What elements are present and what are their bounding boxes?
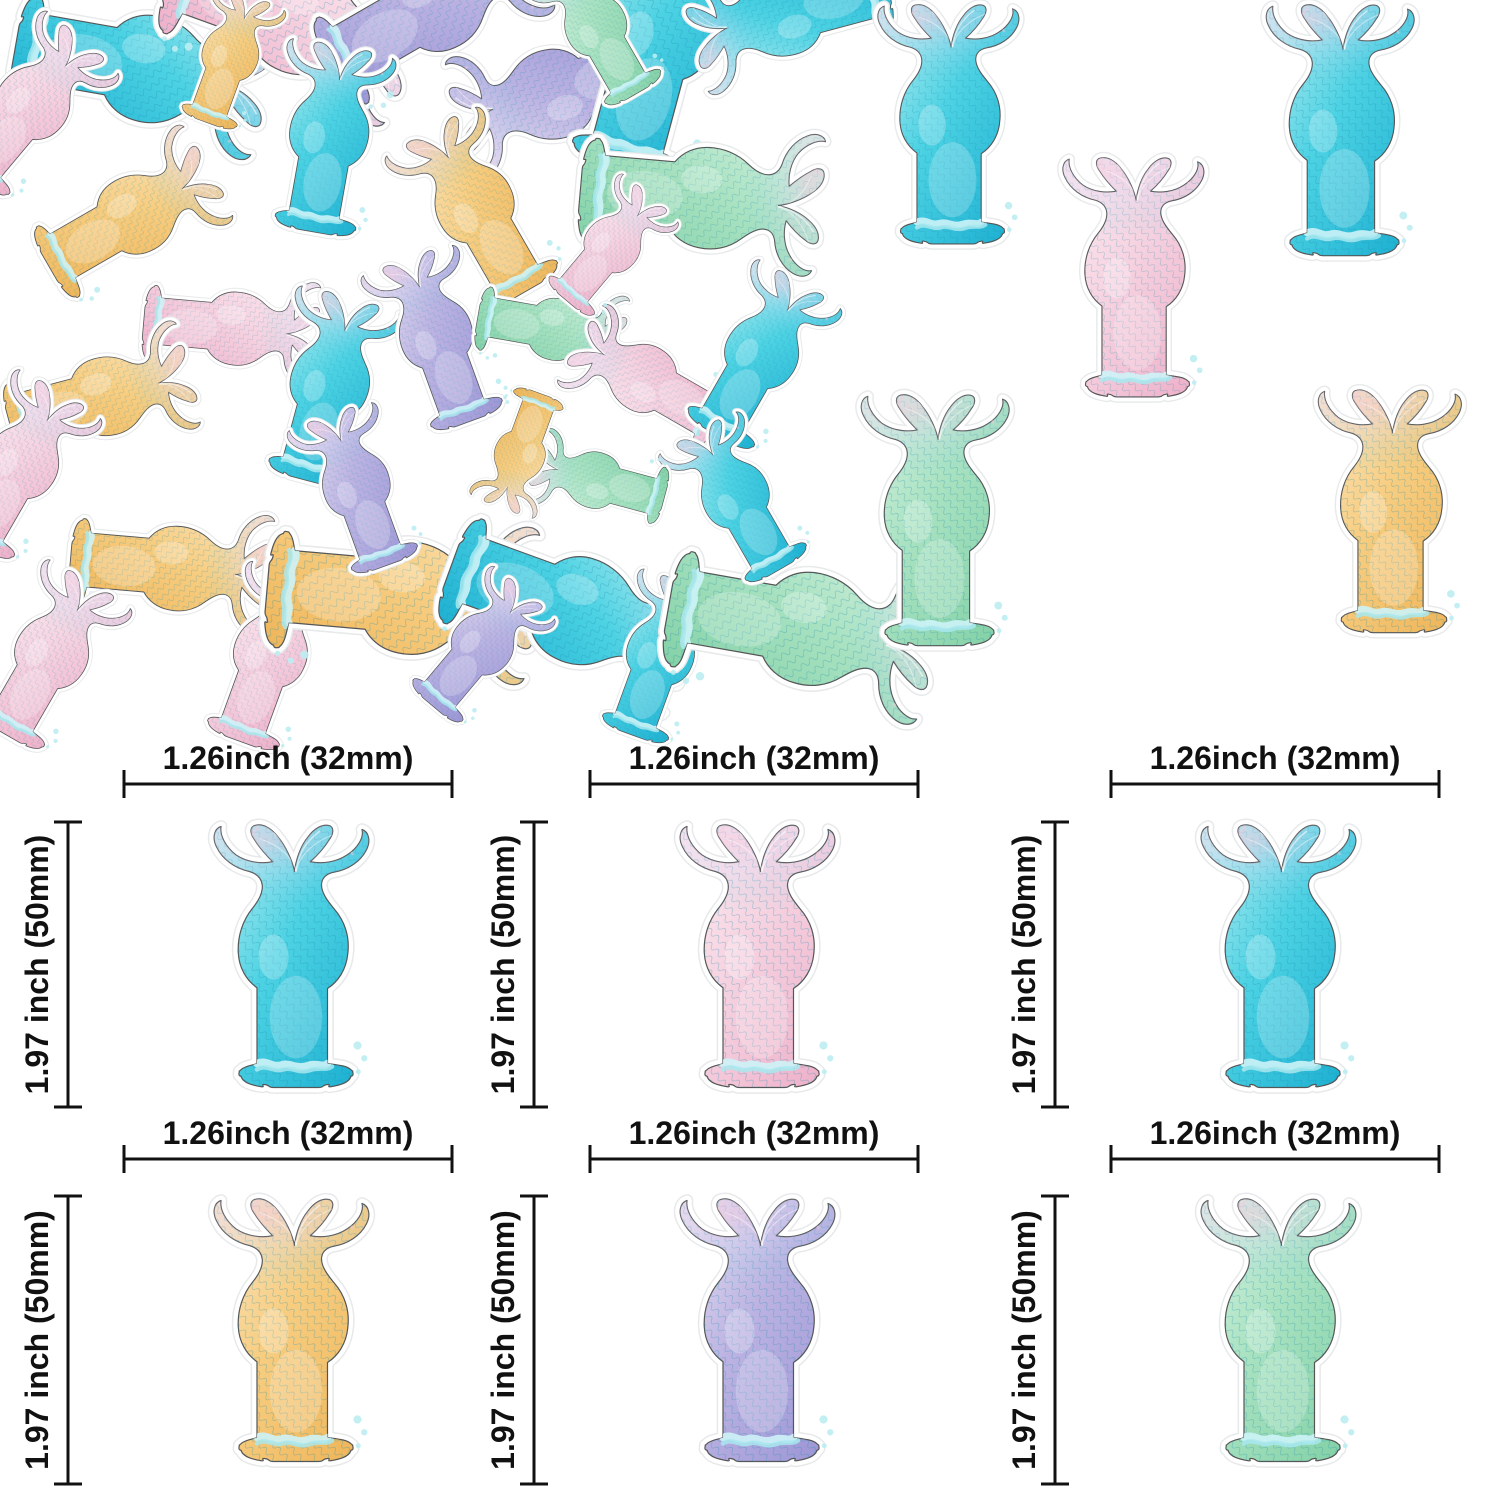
svg-text:1.97 inch (50mm): 1.97 inch (50mm) (485, 1210, 521, 1470)
svg-text:1.26inch (32mm): 1.26inch (32mm) (1150, 740, 1401, 776)
svg-text:1.26inch (32mm): 1.26inch (32mm) (163, 1115, 414, 1151)
svg-text:1.26inch (32mm): 1.26inch (32mm) (629, 740, 880, 776)
svg-text:1.97 inch (50mm): 1.97 inch (50mm) (1006, 835, 1042, 1095)
svg-text:1.97 inch (50mm): 1.97 inch (50mm) (485, 835, 521, 1095)
svg-text:1.26inch (32mm): 1.26inch (32mm) (1150, 1115, 1401, 1151)
svg-text:1.26inch (32mm): 1.26inch (32mm) (163, 740, 414, 776)
svg-text:1.97 inch (50mm): 1.97 inch (50mm) (19, 1210, 55, 1470)
svg-text:1.26inch (32mm): 1.26inch (32mm) (629, 1115, 880, 1151)
svg-text:1.97 inch (50mm): 1.97 inch (50mm) (1006, 1210, 1042, 1470)
svg-text:1.97 inch (50mm): 1.97 inch (50mm) (19, 835, 55, 1095)
